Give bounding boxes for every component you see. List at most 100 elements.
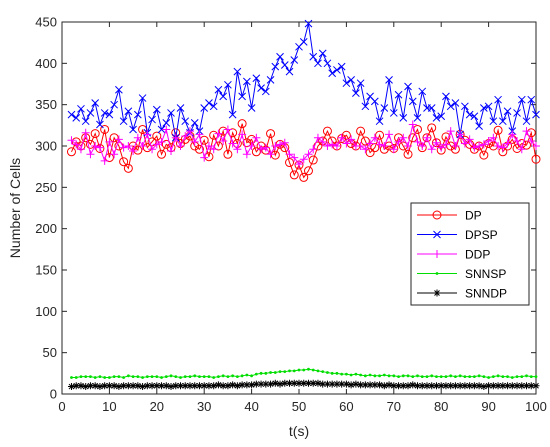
data-point-snndp [110,382,118,390]
data-point-ddp [195,130,204,139]
data-point-ddp [370,133,379,142]
data-point-snndp [281,379,289,387]
data-point-snndp [527,382,535,390]
data-point-snnsp [164,375,168,379]
data-point-snnsp [126,374,130,378]
data-point-dpsp [261,87,270,96]
data-point-dp [66,147,76,157]
data-point-snnsp [292,369,296,373]
data-point-snndp [532,382,540,390]
data-point-dp [161,139,171,149]
x-tick-label: 80 [434,399,448,414]
data-point-snnsp [515,375,519,379]
data-point-dpsp [442,92,450,101]
data-point-dpsp [105,110,114,119]
data-point-snndp [167,383,175,391]
data-point-snndp [115,383,123,391]
data-point-snndp [470,382,478,390]
data-point-ddp [152,140,161,149]
data-point-ddp [494,142,503,150]
x-tick-label: 10 [102,399,116,414]
data-point-snnsp [79,375,83,379]
data-point-snnsp [254,372,258,376]
data-point-snnsp [150,375,154,379]
data-point-ddp [76,145,85,154]
data-point-dpsp [252,74,261,83]
data-point-dpsp [337,62,346,71]
data-point-ddp [522,127,531,136]
data-point-ddp [148,145,157,154]
data-point-dp [242,138,252,148]
data-point-snndp [257,380,265,388]
data-point-snnsp [84,375,88,379]
y-tick-label: 100 [35,304,57,319]
data-point-snndp [191,382,199,390]
legend-item-snnsp: SNNSP [417,267,506,281]
data-point-snndp [205,382,213,390]
data-point-dpsp [133,110,142,119]
data-point-snnsp [269,371,272,374]
data-point-dp [266,129,276,139]
data-point-ddp [95,143,104,152]
data-point-ddp [328,140,337,149]
data-point-snnsp [250,374,254,378]
data-point-snnsp [264,371,268,375]
data-point-snnsp [273,371,277,374]
data-point-snnsp [326,371,329,374]
data-point-snnsp [349,373,353,377]
data-point-dpsp [72,114,81,122]
data-point-dpsp [280,61,289,69]
x-axis-label: t(s) [289,423,309,439]
data-point-ddp [304,150,313,159]
data-point-ddp [309,145,318,154]
data-point-snndp [77,382,85,390]
data-point-ddp [138,142,147,150]
data-point-snndp [504,382,512,390]
data-point-ddp [167,146,176,155]
data-point-snndp [200,382,208,390]
data-point-ddp [266,150,275,159]
y-tick-label: 50 [43,345,57,360]
data-point-ddp [124,142,133,150]
data-point-dpsp [408,97,417,106]
data-point-snnsp [307,367,310,371]
data-point-dpsp [432,114,441,122]
data-point-ddp [209,145,218,154]
data-point-snnsp [439,375,443,379]
data-point-dpsp [489,117,498,126]
data-point-dp [223,149,233,159]
data-point-ddp [223,125,232,134]
data-point-ddp [418,142,427,150]
data-point-snnsp [235,375,239,379]
data-point-snnsp [454,375,457,379]
data-point-ddp [176,142,185,150]
data-point-ddp [394,137,403,146]
data-point-snnsp [302,368,306,372]
data-point-snnsp [378,374,381,378]
data-point-snndp [290,379,298,387]
data-point-snnsp [259,371,263,375]
data-point-snndp [338,380,346,388]
data-point-snndp [271,379,279,387]
data-point-snndp [323,380,331,388]
data-point-dp [85,139,95,149]
data-point-ddp [432,138,441,147]
data-point-snnsp [321,370,325,374]
data-point-snnsp [145,375,149,379]
data-point-ddp [91,142,100,150]
data-point-ddp [252,133,261,142]
data-point-snnsp [98,375,102,379]
data-point-snnsp [283,370,287,374]
data-point-snnsp [392,374,396,378]
data-point-snndp [380,382,388,390]
data-point-snndp [371,381,379,389]
data-point-snnsp [340,372,344,376]
y-tick-label: 150 [35,263,57,278]
data-point-snndp [229,381,237,389]
data-point-snndp [224,382,232,390]
data-point-dpsp [427,104,436,112]
data-point-dpsp [219,92,228,101]
data-point-ddp [389,145,398,154]
legend-label: SNNDP [465,287,507,301]
data-point-snnsp [482,375,486,379]
